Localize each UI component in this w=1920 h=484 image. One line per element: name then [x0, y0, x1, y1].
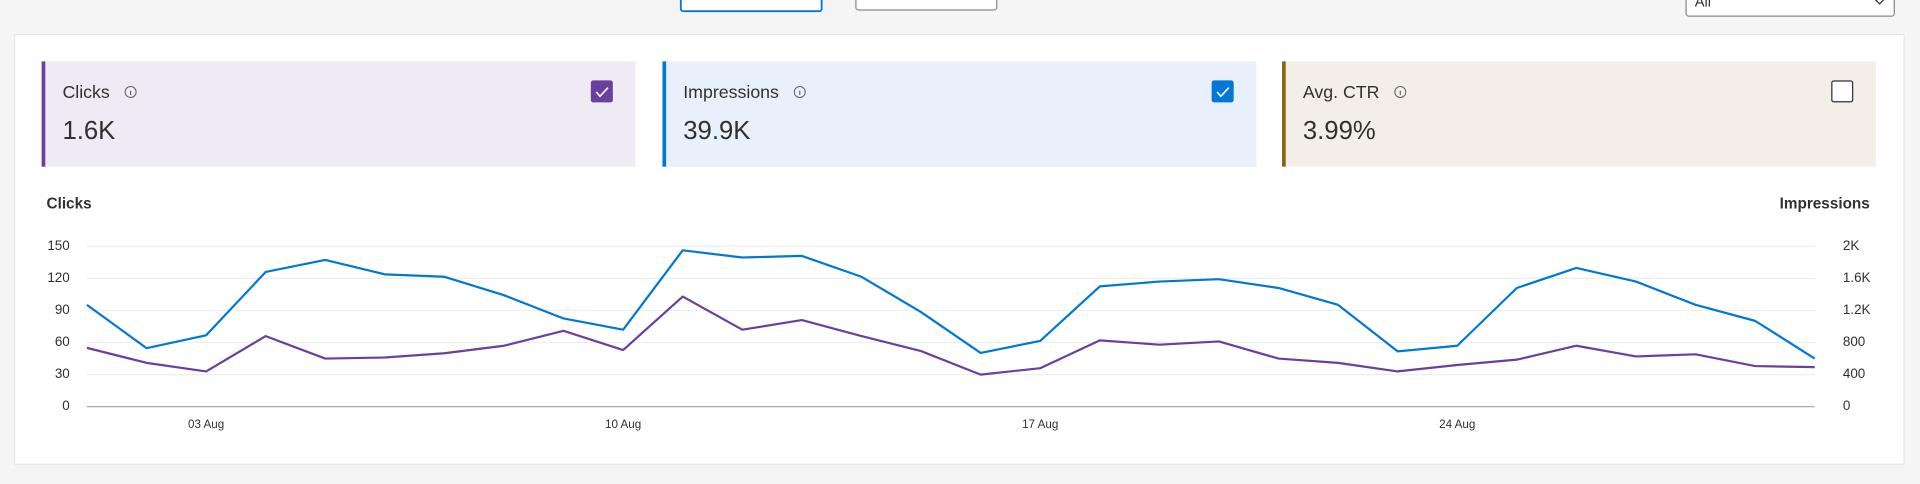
y-tick-label: 90 [55, 302, 70, 317]
metric-card[interactable] [1282, 61, 1876, 167]
checkmark [1216, 87, 1230, 98]
x-tick-label: 17 Aug [1022, 418, 1058, 431]
card-accent [1282, 61, 1286, 167]
y2-tick-label: 2K [1843, 238, 1859, 253]
info-icon[interactable] [124, 86, 137, 98]
y-tick-label: 0 [62, 398, 69, 413]
y2-tick-label: 400 [1843, 366, 1865, 381]
x-tick-label: 03 Aug [188, 418, 224, 431]
card-label: Clicks [62, 82, 109, 102]
checkmark [595, 87, 609, 98]
filter-value: All [1695, 0, 1711, 10]
card-accent [41, 61, 46, 167]
checkbox[interactable] [1211, 80, 1234, 103]
info-icon[interactable] [793, 86, 806, 98]
checkbox[interactable] [1831, 80, 1854, 103]
x-tick-label: 10 Aug [605, 418, 641, 431]
metric-card[interactable] [662, 61, 1257, 167]
y-tick-label: 60 [55, 334, 70, 349]
y2-tick-label: 1.6K [1843, 270, 1871, 285]
card-value: 1.6K [62, 117, 115, 145]
y2-tick-label: 0 [1843, 398, 1850, 413]
card-label: Avg. CTR [1303, 82, 1380, 102]
date-start[interactable] [679, 0, 823, 13]
y2-axis-label: Impressions [1780, 196, 1870, 213]
y-axis-label: Clicks [47, 196, 92, 213]
card-value: 3.99% [1303, 117, 1376, 145]
y-tick-label: 30 [55, 366, 70, 381]
x-tick-label: 24 Aug [1439, 418, 1475, 431]
card-label: Impressions [683, 82, 779, 102]
series-line [86, 295, 1815, 376]
y2-tick-label: 1.2K [1843, 302, 1871, 317]
checkbox[interactable] [590, 80, 613, 103]
y-tick-label: 150 [47, 238, 69, 253]
filter-dropdown[interactable] [1685, 0, 1895, 17]
y-tick-label: 120 [47, 270, 69, 285]
metric-card[interactable] [41, 61, 636, 167]
series-line [86, 249, 1816, 360]
y2-tick-label: 800 [1843, 334, 1865, 349]
info-icon[interactable] [1394, 86, 1407, 98]
card-value: 39.9K [683, 117, 750, 145]
date-end[interactable] [855, 0, 998, 11]
dropdown-chevron [1874, 0, 1885, 5]
card-accent [662, 61, 667, 167]
